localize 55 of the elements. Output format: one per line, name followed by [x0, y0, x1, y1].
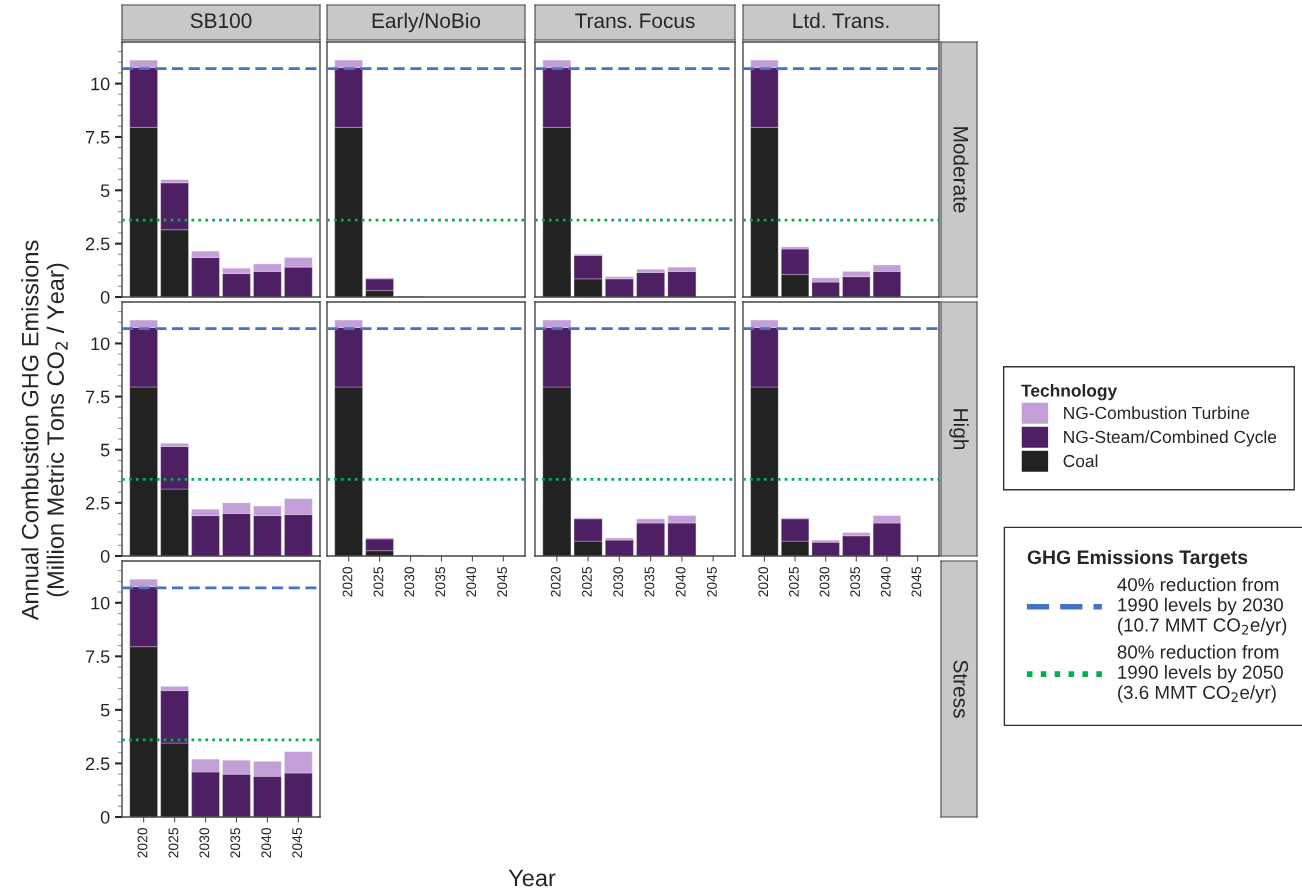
- x-tick-label: 2025: [788, 567, 799, 597]
- x-tick-label: 2035: [644, 567, 655, 597]
- chart-title: SB100: [190, 13, 252, 29]
- x-tick-label: 2020: [758, 566, 769, 597]
- x-tick-label: 2020: [342, 566, 353, 597]
- legend-label: NG-Steam/Combined Cycle: [1064, 430, 1277, 447]
- x-tick-label: 2035: [230, 828, 241, 858]
- x-tick-label: 2045: [497, 567, 508, 597]
- y-tick-label: 7.5: [86, 650, 110, 664]
- x-tick-label: 2040: [880, 566, 891, 597]
- legend-label: NG-Combustion Turbine: [1064, 406, 1250, 420]
- text: Stress: [953, 660, 969, 718]
- text: Moderate: [953, 127, 969, 213]
- y-tick-label: 2.5: [86, 757, 110, 771]
- x-tick-label: 2030: [819, 566, 830, 597]
- x-tick-label: 2020: [137, 827, 148, 858]
- x-tick-label: 2025: [582, 567, 592, 597]
- y-tick-label: 7.5: [86, 390, 110, 404]
- y-tick-label: 0: [100, 290, 110, 304]
- legend-title: Technology: [1021, 384, 1118, 401]
- y-tick-label: 10: [91, 77, 110, 91]
- x-tick-label: 2025: [168, 828, 179, 858]
- y-tick-label: 2.5: [86, 496, 110, 510]
- text: High: [949, 409, 969, 450]
- chart-title: Trans. Focus: [575, 13, 695, 29]
- x-axis-title: Year: [508, 869, 556, 887]
- x-tick-label: 2035: [435, 567, 446, 597]
- legend-label: Coal: [1063, 454, 1098, 468]
- y-tick-label: 5: [100, 443, 110, 457]
- y-tick-label: 0: [100, 549, 110, 563]
- y-tick-label: 10: [91, 337, 110, 351]
- y-tick-label: 5: [100, 704, 110, 717]
- legend-label: 80% reduction from 1990 levels by 2050 (3.6 MMT CO$_{2}$e/yr): [1117, 644, 1283, 703]
- text: GHG Emissions Targets: [1027, 549, 1248, 569]
- x-tick-label: 2020: [550, 566, 561, 597]
- x-tick-label: 2040: [466, 566, 477, 597]
- chart-title: Ltd. Trans.: [793, 12, 889, 29]
- y-tick-label: 10: [91, 596, 110, 610]
- legend-label: 40% reduction from 1990 levels by 2030 (10.7 MMT CO$_{2}$e/yr): [1117, 577, 1287, 636]
- y-tick-label: 0: [100, 810, 110, 824]
- x-tick-label: 2040: [261, 827, 272, 858]
- x-tick-label: 2045: [292, 828, 303, 858]
- x-tick-label: 2040: [675, 566, 686, 597]
- chart-title: Early/NoBio: [372, 12, 481, 33]
- x-tick-label: 2035: [850, 567, 861, 597]
- x-tick-label: 2045: [911, 567, 922, 597]
- y-tick-label: 5: [100, 184, 110, 198]
- x-tick-label: 2025: [373, 567, 384, 597]
- y-tick-label: 7.5: [86, 131, 110, 144]
- x-tick-label: 2030: [404, 566, 415, 597]
- x-tick-label: 2030: [199, 827, 210, 858]
- y-tick-label: 2.5: [86, 237, 110, 251]
- x-tick-label: 2045: [707, 567, 717, 597]
- x-tick-label: 2030: [613, 566, 624, 597]
- y-axis-title: Annual Combustion GHG Emissions (Million Metric Tons CO$_{2}$ / Year): [21, 240, 69, 621]
